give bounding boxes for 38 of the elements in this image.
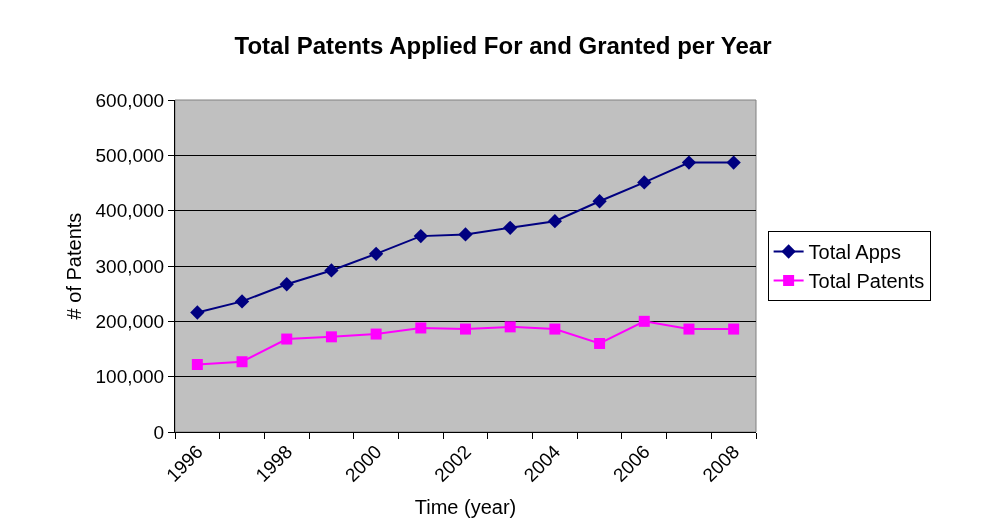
point <box>503 220 518 235</box>
point <box>592 194 607 209</box>
y-tick-label: 600,000 <box>95 89 165 111</box>
point <box>547 214 563 229</box>
point <box>458 227 473 242</box>
point <box>415 322 427 334</box>
y-tick-label: 200,000 <box>95 310 165 332</box>
x-axis-title: Time (year) <box>414 496 517 519</box>
y-tick-label: 500,000 <box>95 144 165 166</box>
point <box>236 356 248 368</box>
point <box>726 155 741 170</box>
point <box>368 246 384 261</box>
point <box>594 337 606 349</box>
point <box>637 175 652 190</box>
y-tick-label: 100,000 <box>95 366 165 388</box>
point <box>504 321 516 333</box>
point <box>549 323 561 335</box>
point <box>234 294 250 309</box>
point <box>683 323 695 335</box>
point <box>681 155 697 170</box>
point <box>460 323 471 335</box>
point <box>325 331 337 343</box>
point <box>279 277 294 292</box>
y-tick-label: 300,000 <box>95 255 165 277</box>
y-tick-label: 400,000 <box>95 200 165 222</box>
y-tick-label: 0 <box>153 421 165 443</box>
legend-label: Total Patents <box>808 270 925 293</box>
point <box>281 333 293 345</box>
legend-label: Total Apps <box>808 241 901 264</box>
point <box>190 305 205 320</box>
point <box>638 315 650 327</box>
point <box>370 328 382 340</box>
point <box>191 358 203 370</box>
y-axis-title: # of Patents <box>63 212 86 320</box>
point <box>324 263 339 278</box>
point <box>413 228 428 244</box>
chart-title: Total Patents Applied For and Granted per Year <box>234 31 772 59</box>
point <box>728 323 740 335</box>
